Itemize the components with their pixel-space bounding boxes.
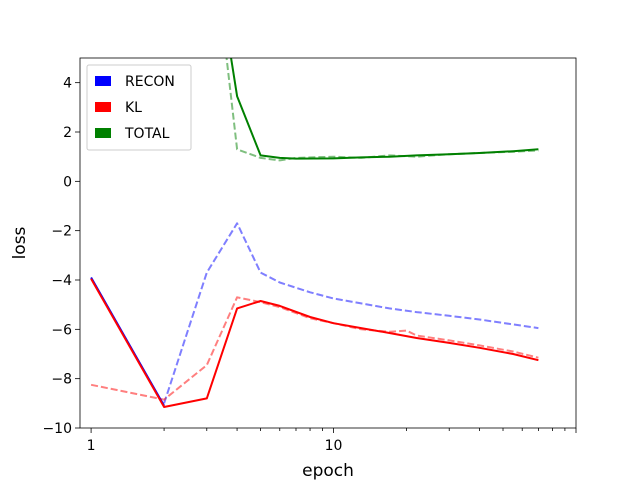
series-line-kl-solid: [90, 278, 539, 408]
legend-label-recon: RECON: [125, 74, 175, 90]
y-tick-label: 0: [63, 174, 72, 190]
x-tick-label: 10: [325, 438, 343, 454]
x-axis: 1 10: [87, 428, 577, 454]
y-tick-label: −8: [51, 372, 72, 388]
series-line-kl-dashed: [90, 296, 539, 401]
legend-swatch-total: [95, 128, 111, 138]
y-tick-label: 4: [63, 76, 72, 92]
series-layer: [90, 58, 539, 408]
legend-swatch-kl: [95, 102, 111, 112]
series-line-recon-dashed: [163, 222, 539, 404]
series-line-total-solid: [230, 58, 539, 160]
plot-frame: [79, 57, 577, 429]
legend-label-kl: KL: [125, 100, 142, 116]
legend-label-total: TOTAL: [124, 126, 170, 142]
y-axis-label: loss: [10, 226, 30, 259]
legend: RECON KL TOTAL: [86, 64, 192, 151]
x-axis-label: epoch: [302, 461, 354, 480]
legend-swatch-recon: [95, 76, 111, 86]
x-tick-label: 1: [87, 438, 96, 454]
legend-box: [86, 64, 192, 151]
y-axis: −10 −8 −6 −4 −2 0 2 4: [42, 76, 80, 437]
y-tick-label: −6: [51, 322, 72, 338]
y-tick-label: −2: [51, 224, 72, 240]
y-tick-label: −10: [42, 421, 72, 437]
y-tick-label: −4: [51, 273, 72, 289]
y-tick-label: 2: [63, 125, 72, 141]
